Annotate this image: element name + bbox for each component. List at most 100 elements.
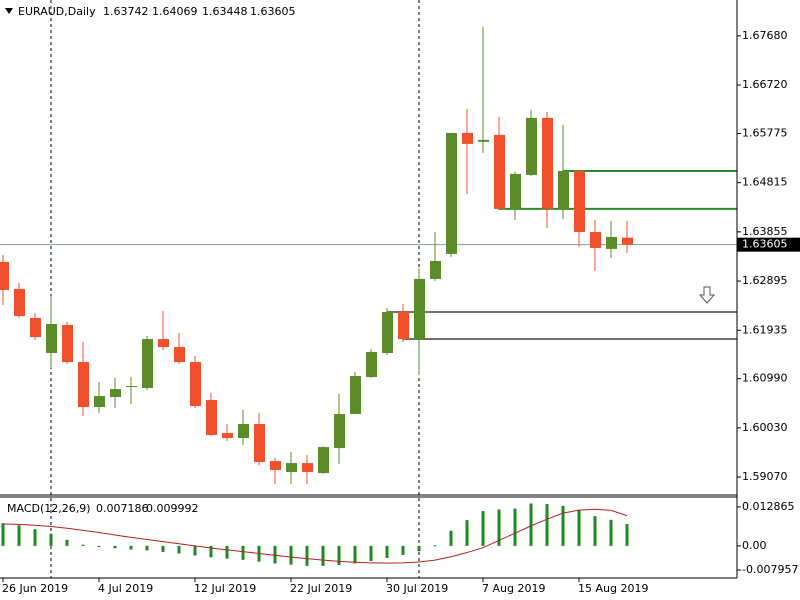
candle-body (94, 396, 105, 408)
histogram-bar (337, 545, 341, 565)
signal-value: 0.009992 (146, 502, 199, 515)
candle-body (350, 376, 361, 415)
candle-body (62, 324, 73, 363)
current-price-label: 1.63605 (742, 238, 788, 251)
candle-body (126, 386, 137, 388)
ohlc-low: 1.63448 (202, 5, 248, 18)
x-tick-label: 7 Aug 2019 (482, 582, 545, 595)
histogram-bar (529, 503, 533, 546)
candle-body (398, 311, 409, 340)
candle-body (414, 278, 425, 340)
y-tick-label: 0.012865 (742, 500, 795, 513)
histogram-bar (113, 545, 117, 549)
candle-body (190, 362, 201, 407)
histogram-bar (1, 523, 5, 546)
histogram-bar (321, 545, 325, 566)
y-tick-label: 1.61935 (742, 323, 788, 336)
candle-body (14, 288, 25, 317)
y-tick-label: 1.63855 (742, 225, 788, 238)
ohlc-high: 1.64069 (152, 5, 198, 18)
histogram-bar (305, 545, 309, 566)
candle-body (142, 339, 153, 389)
y-tick-label: 0.00 (742, 539, 767, 552)
y-tick-label: -0.007957 (742, 563, 798, 576)
histogram-bar (145, 545, 149, 551)
histogram-bar (129, 545, 133, 550)
histogram-bar (289, 545, 293, 565)
candle-body (158, 339, 169, 348)
histogram-bar (241, 545, 245, 560)
ohlc-close: 1.63605 (250, 5, 296, 18)
candle-body (462, 132, 473, 144)
y-tick-label: 1.67680 (742, 29, 788, 42)
candle-body (430, 260, 441, 279)
histogram-bar (513, 508, 517, 546)
histogram-bar (193, 545, 197, 556)
candle-body (334, 414, 345, 449)
histogram-bar (481, 511, 485, 546)
y-tick-label: 1.65775 (742, 126, 788, 139)
histogram-bar (65, 539, 69, 546)
candle-body (206, 400, 217, 436)
x-tick-label: 15 Aug 2019 (578, 582, 648, 595)
histogram-bar (161, 545, 165, 552)
ohlc-open: 1.63742 (103, 5, 149, 18)
x-tick-label: 30 Jul 2019 (386, 582, 448, 595)
histogram-bar (353, 545, 357, 564)
histogram-bar (225, 545, 229, 559)
histogram-bar (433, 545, 437, 547)
histogram-bar (369, 545, 373, 562)
histogram-bar (545, 504, 549, 546)
histogram-bar (449, 530, 453, 546)
histogram-bar (177, 545, 181, 554)
candle-body (590, 231, 601, 248)
candle-body (302, 463, 313, 473)
histogram-bar (593, 516, 597, 546)
candle-body (254, 424, 265, 463)
x-tick-label: 4 Jul 2019 (98, 582, 153, 595)
y-tick-label: 1.62895 (742, 274, 788, 287)
candle-body (382, 311, 393, 354)
candle-body (510, 173, 521, 209)
candle-body (622, 237, 633, 245)
x-tick-label: 26 Jun 2019 (2, 582, 68, 595)
y-tick-label: 1.64815 (742, 176, 788, 189)
signal-line (2, 508, 628, 564)
histogram-bar (561, 505, 565, 546)
symbol-menu-icon[interactable] (5, 8, 13, 14)
candle-body (318, 447, 329, 474)
histogram-bar (497, 509, 501, 546)
candle-body (558, 170, 569, 210)
candle-body (238, 424, 249, 439)
macd-value: 0.007186 (96, 502, 149, 515)
y-tick-label: 1.60030 (742, 421, 788, 434)
candle-body (526, 117, 537, 175)
current-price-box (737, 237, 800, 252)
y-tick-label: 1.60990 (742, 372, 788, 385)
histogram-bar (97, 545, 101, 548)
y-tick-label: 1.59070 (742, 470, 788, 483)
candle-body (366, 351, 377, 378)
histogram-bar (209, 545, 213, 558)
candle-body (0, 261, 9, 290)
candle-body (46, 324, 57, 354)
candle-body (78, 362, 89, 408)
histogram-bar (273, 545, 277, 564)
histogram-bar (49, 533, 53, 546)
x-tick-label: 22 Jul 2019 (290, 582, 352, 595)
histogram-bar (385, 545, 389, 558)
candle-body (542, 117, 553, 209)
candle-body (494, 134, 505, 209)
indicator-title: MACD(12,26,9) (7, 502, 91, 515)
candle-body (574, 170, 585, 232)
chart-title: EURAUD,Daily (18, 5, 96, 18)
y-tick-label: 1.66720 (742, 78, 788, 91)
histogram-bar (33, 529, 37, 546)
candle-body (270, 461, 281, 471)
histogram-bar (401, 545, 405, 555)
candle-body (222, 433, 233, 439)
arrow-down-icon (698, 286, 716, 304)
histogram-bar (577, 510, 581, 546)
